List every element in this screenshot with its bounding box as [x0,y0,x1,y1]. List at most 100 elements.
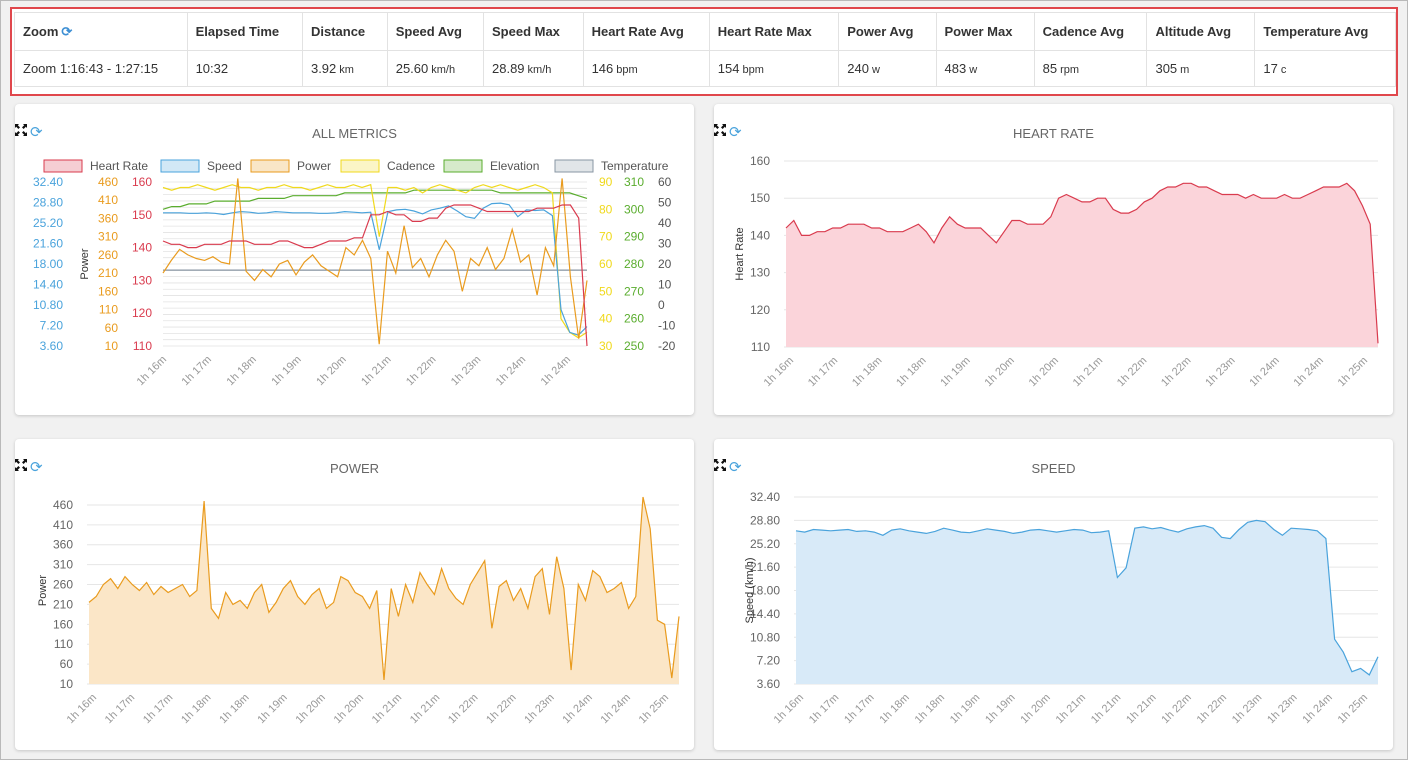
y-tick-label: 3.60 [40,339,64,353]
summary-value: 85 [1042,61,1058,76]
y-tick-label: 140 [132,241,152,255]
y-tick-label: 14.40 [33,278,63,292]
x-tick-label: 1h 20m [1027,355,1061,389]
y-tick-label: 28.80 [33,196,63,210]
x-tick-label: 1h 22m [446,692,480,726]
y-axis-label: Power [79,248,91,280]
x-tick-label: 1h 17m [842,692,876,726]
x-tick-label: 1h 22m [1159,692,1193,726]
chart-title: ALL METRICS [312,126,397,141]
refresh-icon[interactable]: ⟳ [729,124,742,141]
legend-label: Elevation [490,159,539,173]
expand-icon[interactable] [15,459,27,471]
summary-header-label: Cadence Avg [1042,24,1125,39]
summary-header-label: Altitude Avg [1155,24,1232,39]
x-tick-label: 1h 21m [1054,692,1088,726]
x-tick-label: 1h 24m [1292,355,1326,389]
summary-header-elapsed-time: Elapsed Time [186,12,303,51]
y-tick-label: 30 [658,237,672,251]
x-tick-label: 1h 24m [1300,692,1334,726]
speed-card: ⟳ SPEED 3.60 7.20 10.80 14.40 18.00 21.60 25.2… [714,439,1393,750]
x-tick-label: 1h 19m [269,354,303,388]
y-axis-label: Power [37,575,49,607]
y-tick-label: 10 [60,677,74,691]
y-tick-label: 110 [133,339,152,353]
summary-value: Zoom 1:16:43 - 1:27:15 [23,61,159,76]
area-fill [89,497,679,684]
summary-header-power-max: Power Max [935,12,1035,51]
y-tick-label: 50 [599,284,613,298]
x-tick-label: 1h 20m [314,354,348,388]
summary-value: 28.89 [492,61,525,76]
summary-value-power-avg: 240 w [838,50,937,87]
y-tick-label: 60 [60,657,74,671]
summary-header-label: Power Avg [847,24,914,39]
expand-icon[interactable] [714,124,726,136]
x-tick-label: 1h 23m [522,692,556,726]
y-tick-label: 18.00 [750,584,780,598]
y-tick-label: 110 [54,637,73,651]
summary-value-temperature-avg: 17 c [1254,50,1396,87]
legend-swatch [160,159,200,173]
heart-rate-chart[interactable]: 110 120 130 140 150 160 Heart Rate 1h 16m 1h 17m… [714,104,1393,415]
x-tick-label: 1h 25m [1336,692,1370,726]
refresh-icon[interactable]: ⟳ [30,124,43,141]
y-tick-label: 260 [624,312,644,326]
x-tick-label: 1h 23m [1230,692,1264,726]
all-metrics-card: ⟳ ALL METRICS Heart Rate Speed Power Cadenc… [15,104,694,415]
y-tick-label: 25.20 [33,216,63,230]
summary-value-heart-rate-avg: 146 bpm [582,50,710,87]
x-tick-label: 1h 21m [359,354,393,388]
y-tick-label: 10.80 [33,298,63,312]
summary-value: 305 [1155,61,1178,76]
expand-icon[interactable] [714,459,726,471]
x-tick-label: 1h 17m [807,692,841,726]
y-tick-label: 10 [658,278,672,292]
y-tick-label: 70 [599,230,613,244]
summary-value-speed-max: 28.89 km/h [483,50,584,87]
y-tick-label: 290 [624,230,644,244]
series-line [785,182,1379,344]
summary-value: 483 [944,61,967,76]
summary-unit: bpm [742,64,764,76]
expand-icon[interactable] [15,124,27,136]
x-tick-label: 1h 16m [65,692,99,726]
y-tick-label: 110 [99,303,118,317]
x-tick-label: 1h 24m [1247,355,1281,389]
refresh-icon[interactable]: ⟳ [61,23,73,39]
y-tick-label: 60 [599,257,613,271]
summary-value: 10:32 [195,61,229,76]
y-tick-label: 130 [750,266,770,280]
summary-header-zoom: Zoom ⟳ [14,12,188,51]
summary-value: 25.60 [395,61,429,76]
heart-rate-card: ⟳ HEART RATE 110 120 130 140 150 160 Heart Rat… [714,104,1393,415]
summary-unit: w [871,64,880,76]
all-metrics-chart[interactable]: Heart Rate Speed Power Cadence Elevation Temp… [15,104,694,415]
y-tick-label: 160 [132,175,152,189]
refresh-icon[interactable]: ⟳ [729,459,742,476]
y-tick-label: 150 [750,191,770,205]
series-line [795,519,1379,676]
summary-value-power-max: 483 w [935,50,1035,87]
speed-chart[interactable]: 3.60 7.20 10.80 14.40 18.00 21.60 25.20 28.80 32… [714,439,1393,750]
x-tick-label: 1h 18m [224,354,258,388]
x-tick-label: 1h 19m [255,692,289,726]
summary-unit: km/h [431,64,456,76]
x-tick-label: 1h 23m [449,354,483,388]
legend-label: Temperature [601,159,669,173]
summary-unit: bpm [616,64,638,76]
y-tick-label: 50 [658,196,672,210]
summary-header-label: Heart Rate Avg [591,24,684,39]
refresh-icon[interactable]: ⟳ [30,459,43,476]
summary-unit: m [1180,64,1190,76]
x-tick-label: 1h 18m [179,692,213,726]
y-tick-label: 21.60 [750,560,780,574]
series-line-heart-rate [162,204,588,347]
x-tick-label: 1h 17m [806,355,840,389]
summary-header-distance: Distance [301,12,388,51]
summary-header-temperature-avg: Temperature Avg [1254,12,1396,51]
series-line-speed [163,202,588,336]
legend-label: Power [297,159,331,173]
x-tick-label: 1h 22m [1159,355,1193,389]
